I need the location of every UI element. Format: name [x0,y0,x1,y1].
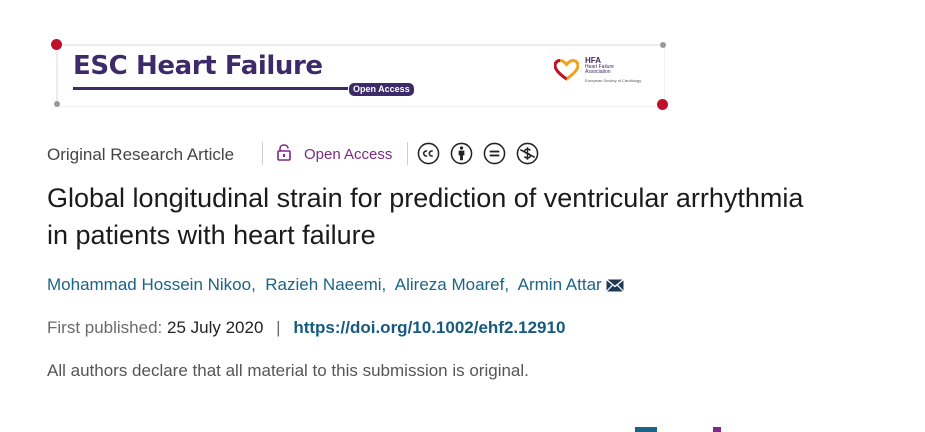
banner-corner-dot [51,39,62,50]
open-lock-icon [277,144,291,161]
article-type: Original Research Article [47,145,235,164]
publication-info: First published: 25 July 2020 | https://… [47,318,565,338]
journal-banner[interactable]: ESC Heart Failure Open Access HFA Heart … [47,36,670,112]
hfa-abbr: HFA [585,56,601,65]
pipe-separator: | [276,318,281,337]
hfa-line-1: Heart Failure [585,64,614,70]
banner-corner-dot [660,42,666,48]
creative-commons-icon[interactable] [417,142,440,165]
author-separator: , [504,275,510,294]
cut-off-toolbar-item[interactable] [635,427,657,432]
journal-name: ESC Heart Failure [73,51,323,81]
no-derivatives-icon[interactable] [483,142,506,165]
article-meta-row: Original Research Article Open Access [47,140,647,168]
banner-corner-dot [657,99,668,110]
author-link[interactable]: Razieh Naeemi [265,275,382,294]
author-link[interactable]: Armin Attar [517,275,602,294]
first-published-date: 25 July 2020 [167,318,264,337]
meta-divider [262,142,263,165]
hfa-heart-logo-icon [554,59,579,81]
cut-off-toolbar-item[interactable] [713,427,721,432]
author-list: Mohammad Hossein Nikoo, Razieh Naeemi, A… [47,275,624,295]
corresponding-author-mail-icon[interactable] [605,279,624,292]
banner-open-access-badge: Open Access [348,82,415,97]
doi-link[interactable]: https://doi.org/10.1002/ehf2.12910 [293,318,566,337]
author-separator: , [251,275,256,294]
meta-divider [407,142,408,165]
journal-name-underline [73,87,395,90]
author-link[interactable]: Mohammad Hossein Nikoo [47,275,252,294]
open-access-label[interactable]: Open Access [304,146,393,163]
first-published-label: First published: [47,318,163,337]
article-title: Global longitudinal strain for predictio… [47,183,804,250]
attribution-icon[interactable] [450,142,473,165]
esc-society-line: European Society of Cardiology [585,78,642,83]
author-separator: , [381,275,387,294]
hfa-association-label: HFA Heart Failure Association European S… [585,57,641,84]
authorship-statement: All authors declare that all material to… [47,361,529,380]
author-link[interactable]: Alireza Moaref [394,275,505,294]
banner-frame [56,44,665,107]
non-commercial-icon[interactable] [516,142,539,165]
hfa-line-2: Association [585,69,611,75]
banner-corner-dot [54,101,60,107]
